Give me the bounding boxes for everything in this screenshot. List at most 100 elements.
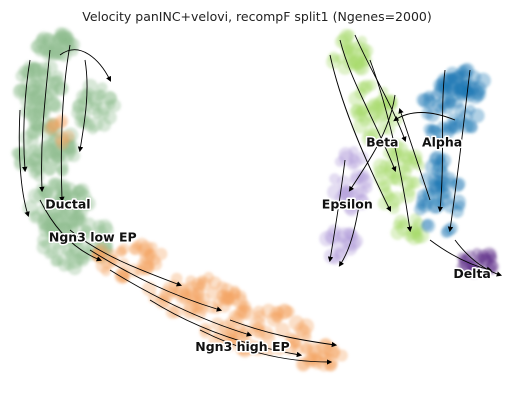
cell-point (303, 353, 318, 368)
cell-point (88, 116, 104, 132)
cell-point (359, 79, 373, 93)
velocity-streamline (429, 239, 493, 272)
cell-point (465, 121, 478, 134)
cell-point (274, 344, 285, 356)
cell-points (11, 27, 500, 372)
cluster-labels: Ductal Ngn3 low EP Ngn3 high EP Beta Alpha Ep… (44, 133, 493, 355)
cell-point (47, 75, 61, 89)
cell-point (454, 68, 466, 80)
cell-point (56, 165, 68, 177)
velocity-streamline (18, 109, 30, 218)
cell-point (405, 224, 421, 240)
velocity-streamline (59, 44, 71, 203)
velocity-streamline (39, 199, 103, 262)
cell-point (158, 292, 170, 303)
cell-point (91, 245, 108, 262)
cell-point (228, 310, 241, 323)
cell-point (466, 81, 480, 95)
cell-point (403, 184, 416, 198)
cell-point (86, 101, 101, 116)
cell-point (392, 149, 405, 163)
cell-point (477, 249, 490, 262)
chart-title: Velocity panINC+velovi, recompF split1 (… (82, 9, 432, 24)
cell-point (185, 275, 197, 287)
cell-point (402, 159, 415, 173)
cell-point (425, 108, 440, 123)
cell-point (41, 49, 54, 62)
cell-point (154, 247, 168, 261)
cell-point (358, 102, 371, 115)
cell-point (194, 301, 209, 315)
cell-point (208, 276, 222, 290)
cell-point (80, 224, 92, 236)
velocity-streamline (447, 69, 471, 233)
velocity-streamline (338, 199, 361, 267)
velocity-streamline (229, 319, 338, 348)
velocity-streamline (109, 269, 253, 337)
velocity-streamline (327, 159, 346, 263)
cell-point (36, 240, 51, 255)
cell-point (352, 118, 368, 134)
cell-point (56, 27, 72, 44)
cell-point (74, 114, 89, 129)
cell-point (67, 260, 83, 276)
cell-point (349, 173, 363, 187)
cell-point (237, 300, 249, 312)
cell-point (380, 186, 393, 199)
cell-point (37, 66, 48, 78)
cell-point (377, 122, 390, 135)
cell-point (264, 344, 276, 357)
cell-point (49, 148, 61, 161)
cell-point (445, 85, 462, 102)
cell-point (48, 177, 61, 190)
cell-point (319, 230, 335, 247)
velocity-streamline (329, 54, 391, 212)
velocity-streamline (398, 107, 431, 201)
cell-point (409, 176, 422, 189)
cell-point (475, 72, 491, 89)
cell-point (206, 286, 220, 300)
cell-point (37, 31, 50, 44)
cell-point (421, 218, 436, 233)
cluster-label: Epsilon (322, 197, 373, 212)
cluster-label: Beta (366, 135, 398, 150)
cell-point (64, 249, 76, 261)
cell-point (419, 172, 433, 186)
cell-point (366, 116, 377, 128)
cell-point (96, 89, 107, 100)
velocity-streamline (77, 59, 88, 153)
velocity-streamline (354, 34, 407, 143)
cluster-label: Ngn3 low EP (49, 230, 137, 245)
cell-point (423, 123, 435, 135)
cell-point (42, 160, 58, 176)
cell-point (445, 221, 458, 235)
cell-point (487, 253, 498, 264)
cell-point (26, 134, 39, 148)
cluster-label: Ductal (45, 197, 90, 212)
cell-point (53, 216, 65, 228)
cell-point (237, 343, 253, 358)
cell-point (451, 205, 464, 218)
cell-point (343, 29, 356, 42)
cell-point (450, 178, 465, 193)
velocity-streamline (454, 239, 503, 277)
velocity-streamlines (18, 34, 503, 365)
cell-point (337, 175, 351, 189)
cell-point (147, 241, 158, 253)
cell-point (323, 248, 339, 264)
cell-point (253, 326, 266, 339)
cell-point (363, 127, 379, 143)
cell-point (129, 242, 143, 256)
cell-point (142, 281, 157, 297)
cell-point (28, 84, 40, 97)
velocity-streamline (369, 59, 413, 233)
cell-point (135, 265, 146, 277)
cell-point (275, 322, 290, 338)
cell-point (428, 152, 443, 166)
cell-point (448, 118, 464, 134)
cell-point (428, 181, 445, 198)
velocity-streamline (39, 49, 51, 193)
cell-point (446, 72, 458, 84)
cell-point (459, 109, 473, 123)
